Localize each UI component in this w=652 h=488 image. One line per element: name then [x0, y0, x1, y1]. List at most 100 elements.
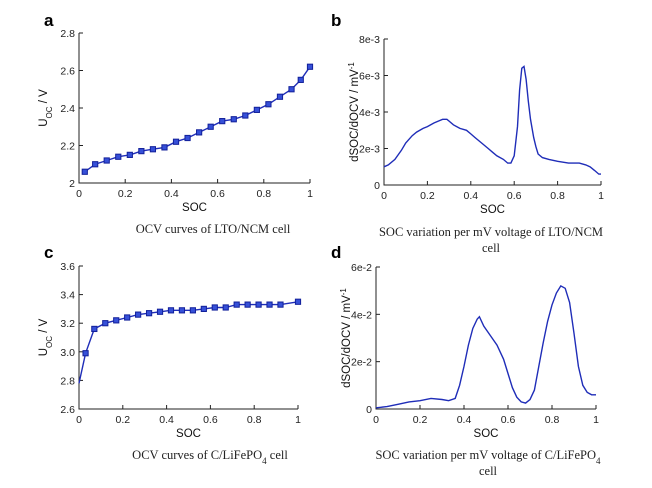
x-tick-label: 1	[295, 414, 301, 426]
y-tick-label: 4e-3	[359, 107, 380, 119]
y-tick-label: 2	[69, 178, 75, 190]
data-point-marker	[103, 157, 110, 164]
series-line-d	[375, 284, 596, 409]
y-axis-title: UOC / V	[38, 89, 54, 127]
y-axis-title-sub: OC	[45, 106, 54, 118]
x-tick-label: 0.8	[550, 190, 565, 202]
y-tick-label: 2e-3	[359, 144, 380, 156]
caption-text-end: cell	[267, 448, 289, 462]
y-tick-label: 4e-2	[351, 309, 372, 321]
x-tick-label: 0.6	[203, 414, 218, 426]
data-point-marker	[242, 112, 249, 119]
x-tick-label: 1	[598, 190, 604, 202]
x-axis-title: SOC	[480, 204, 505, 216]
panel-letter-b: b	[331, 11, 341, 30]
caption-line2-d: cell	[479, 464, 498, 478]
x-tick-label: 0	[76, 188, 82, 200]
y-axis-title-main: U	[38, 118, 50, 126]
data-point-marker	[200, 305, 207, 312]
y-axis-title-unit: / V	[38, 89, 50, 107]
data-point-marker	[156, 308, 164, 315]
caption-line2-b: cell	[482, 241, 501, 255]
x-tick-label: 0.2	[420, 190, 435, 202]
data-point-marker	[167, 307, 175, 314]
data-point-marker	[135, 311, 142, 318]
data-point-marker	[294, 298, 302, 305]
caption-b: SOC variation per mV voltage of LTO/NCM	[379, 225, 603, 239]
y-tick-label: 2.6	[60, 404, 75, 416]
data-point-marker	[306, 63, 314, 70]
axes-frame-a	[78, 33, 310, 184]
x-tick-label: 0.2	[413, 414, 428, 426]
data-point-marker	[102, 320, 109, 327]
data-point-marker	[244, 301, 251, 308]
data-point-marker	[233, 301, 240, 308]
data-point-marker	[219, 118, 226, 125]
y-axis-title-main: U	[38, 348, 50, 356]
x-tick-label: 0.4	[164, 188, 179, 200]
y-tick-label: 6e-3	[359, 71, 380, 83]
data-point-marker	[222, 304, 229, 311]
panel-d: d 0 0.2 0.4 0.6 0.8 1 0 2e-2 4e-2 6e-2 SOC dSOC/dOCV…	[331, 243, 601, 478]
caption-a: OCV curves of LTO/NCM cell	[136, 222, 291, 236]
data-point-marker	[211, 304, 218, 311]
x-tick-label: 0.4	[159, 414, 174, 426]
data-point-marker	[253, 106, 260, 113]
data-point-marker	[288, 86, 295, 93]
data-point-marker	[92, 161, 99, 168]
data-point-marker	[145, 310, 153, 317]
series-line-c	[78, 301, 299, 384]
data-point-marker	[172, 138, 180, 145]
x-tick-label: 1	[307, 188, 313, 200]
panel-b: b 0 0.2 0.4 0.6 0.8 1 0 2e-3 4e-3 6e-3 8e-3 SOC dSOC/…	[331, 11, 604, 255]
x-tick-label: 0.6	[210, 188, 225, 200]
y-tick-label: 0	[366, 404, 372, 416]
data-point-marker	[113, 317, 120, 324]
data-point-marker	[91, 325, 98, 333]
y-axis-title-main: dSOC/dOCV / mV	[341, 295, 353, 388]
data-point-marker	[149, 146, 157, 153]
data-point-marker	[82, 350, 89, 357]
y-axis-title-sub: OC	[45, 336, 54, 348]
y-axis-title: dSOC/dOCV / mV-1	[339, 288, 354, 388]
data-point-marker	[126, 151, 133, 158]
data-point-marker	[178, 307, 186, 314]
x-tick-label: 0.8	[247, 414, 262, 426]
x-tick-label: 0.4	[463, 190, 478, 202]
y-tick-label: 2.8	[60, 28, 75, 40]
panel-letter-d: d	[331, 243, 341, 262]
data-point-marker	[196, 129, 203, 136]
x-tick-label: 0.8	[545, 414, 560, 426]
caption-d: SOC variation per mV voltage of C/LiFePO…	[375, 448, 601, 466]
caption-subscript: 4	[262, 456, 267, 466]
x-axis-title: SOC	[182, 202, 207, 214]
y-tick-label: 2e-2	[351, 357, 372, 369]
data-point-marker	[138, 148, 145, 155]
y-tick-label: 3.6	[60, 261, 75, 273]
y-tick-label: 8e-3	[359, 34, 380, 46]
series-line-b	[383, 65, 601, 175]
y-tick-label: 6e-2	[351, 262, 372, 274]
axes-frame-c	[78, 266, 298, 410]
data-point-marker	[230, 116, 237, 123]
data-point-marker	[207, 123, 214, 130]
y-axis-title: UOC / V	[38, 318, 54, 356]
y-axis-title-unit: / V	[38, 318, 50, 336]
data-point-marker	[189, 307, 196, 314]
x-tick-label: 0.6	[507, 190, 522, 202]
y-axis-title-sup: -1	[347, 62, 356, 70]
x-axis-title: SOC	[176, 428, 201, 440]
data-point-marker	[115, 153, 122, 160]
data-point-marker	[124, 314, 131, 321]
data-point-marker	[266, 301, 273, 308]
x-tick-label: 0.4	[457, 414, 472, 426]
x-tick-label: 1	[593, 414, 599, 426]
panel-letter-a: a	[44, 11, 54, 30]
x-tick-label: 0	[381, 190, 387, 202]
caption-subscript: 4	[596, 456, 601, 466]
data-point-marker	[276, 93, 284, 100]
data-point-marker	[184, 134, 191, 142]
data-point-marker	[265, 101, 272, 108]
